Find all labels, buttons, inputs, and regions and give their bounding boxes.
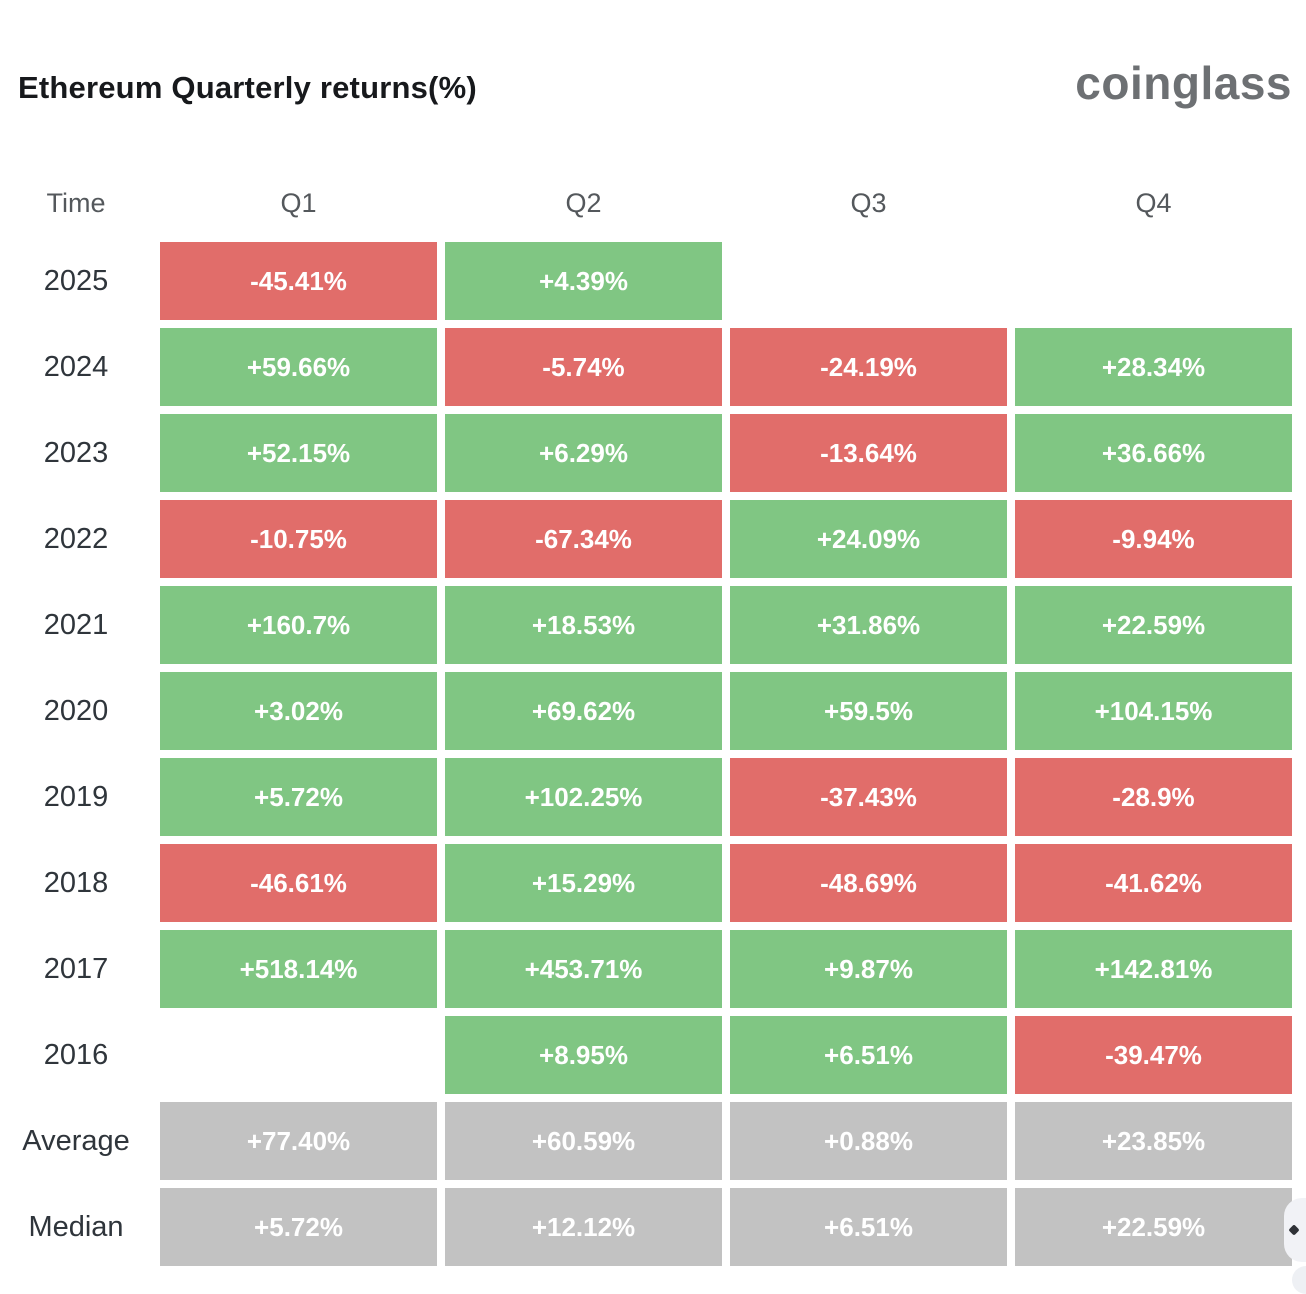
return-cell: +453.71%: [445, 930, 722, 1008]
return-cell: +160.7%: [160, 586, 437, 664]
return-cell: +22.59%: [1015, 1188, 1292, 1266]
return-cell: +0.88%: [730, 1102, 1007, 1180]
return-cell: -46.61%: [160, 844, 437, 922]
row-label-median: Median: [28, 1210, 124, 1243]
return-cell: -41.62%: [1015, 844, 1292, 922]
return-cell: -28.9%: [1015, 758, 1292, 836]
page-title: Ethereum Quarterly returns(%): [18, 70, 477, 105]
row-label-2022: 2022: [43, 522, 109, 555]
return-cell: +104.15%: [1015, 672, 1292, 750]
column-header-q3: Q3: [850, 187, 887, 218]
return-cell: +31.86%: [730, 586, 1007, 664]
return-cell: +23.85%: [1015, 1102, 1292, 1180]
return-cell: +518.14%: [160, 930, 437, 1008]
return-cell: +5.72%: [160, 758, 437, 836]
return-cell: -39.47%: [1015, 1016, 1292, 1094]
return-cell: +102.25%: [445, 758, 722, 836]
return-cell: +18.53%: [445, 586, 722, 664]
column-header-time: Time: [46, 187, 106, 218]
return-cell: [730, 242, 1007, 320]
return-cell: +22.59%: [1015, 586, 1292, 664]
column-header-q2: Q2: [565, 187, 602, 218]
coinglass-logo: coinglass: [1075, 57, 1292, 109]
return-cell: +6.29%: [445, 414, 722, 492]
row-label-2023: 2023: [43, 436, 109, 469]
return-cell: -24.19%: [730, 328, 1007, 406]
return-cell: -45.41%: [160, 242, 437, 320]
return-cell: [160, 1016, 437, 1094]
row-label-2017: 2017: [43, 952, 109, 985]
return-cell: +59.66%: [160, 328, 437, 406]
return-cell: +69.62%: [445, 672, 722, 750]
column-header-q1: Q1: [280, 187, 317, 218]
return-cell: +3.02%: [160, 672, 437, 750]
return-cell: -48.69%: [730, 844, 1007, 922]
handle-icon: [1288, 1224, 1300, 1236]
row-label-average: Average: [22, 1124, 130, 1157]
return-cell: +60.59%: [445, 1102, 722, 1180]
return-cell: +15.29%: [445, 844, 722, 922]
returns-table: Time Q1 Q2 Q3 Q4 2025 -45.41% +4.39% 2024 +59.66%…: [0, 172, 1292, 1266]
return-cell: -37.43%: [730, 758, 1007, 836]
return-cell: +24.09%: [730, 500, 1007, 578]
return-cell: -5.74%: [445, 328, 722, 406]
row-label-2025: 2025: [43, 264, 109, 297]
return-cell: +6.51%: [730, 1016, 1007, 1094]
return-cell: +9.87%: [730, 930, 1007, 1008]
return-cell: -10.75%: [160, 500, 437, 578]
return-cell: +6.51%: [730, 1188, 1007, 1266]
return-cell: +12.12%: [445, 1188, 722, 1266]
scroll-handle-button[interactable]: [1284, 1198, 1306, 1262]
row-label-2024: 2024: [43, 350, 109, 383]
return-cell: +28.34%: [1015, 328, 1292, 406]
return-cell: +142.81%: [1015, 930, 1292, 1008]
row-label-2019: 2019: [43, 780, 109, 813]
column-header-q4: Q4: [1135, 187, 1172, 218]
return-cell: +4.39%: [445, 242, 722, 320]
return-cell: -9.94%: [1015, 500, 1292, 578]
return-cell: -13.64%: [730, 414, 1007, 492]
row-label-2018: 2018: [43, 866, 109, 899]
return-cell: +5.72%: [160, 1188, 437, 1266]
return-cell: +52.15%: [160, 414, 437, 492]
return-cell: -67.34%: [445, 500, 722, 578]
return-cell: +8.95%: [445, 1016, 722, 1094]
return-cell: +77.40%: [160, 1102, 437, 1180]
row-label-2021: 2021: [43, 608, 109, 641]
scroll-handle-secondary: [1292, 1266, 1306, 1294]
return-cell: +59.5%: [730, 672, 1007, 750]
row-label-2016: 2016: [43, 1038, 109, 1071]
return-cell: [1015, 242, 1292, 320]
return-cell: +36.66%: [1015, 414, 1292, 492]
row-label-2020: 2020: [43, 694, 109, 727]
